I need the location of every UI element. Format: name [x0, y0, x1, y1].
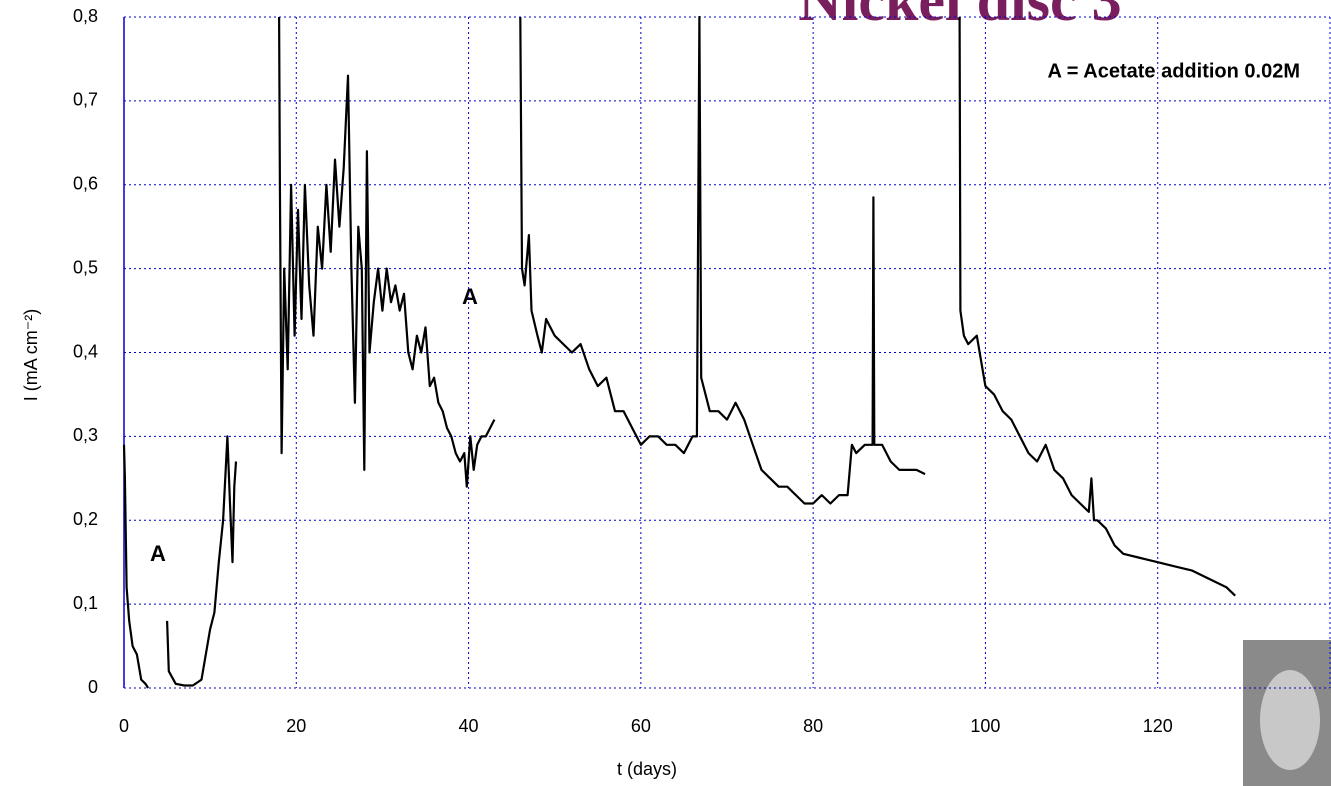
- y-tick-label: 0,2: [73, 509, 98, 529]
- annotation: A: [150, 541, 166, 566]
- x-tick-label: 40: [459, 716, 479, 736]
- y-tick-label: 0,7: [73, 90, 98, 110]
- y-tick-label: 0,3: [73, 425, 98, 445]
- annotation: A: [462, 284, 478, 309]
- y-tick-label: 0,8: [73, 6, 98, 26]
- photo-detail: [1260, 670, 1320, 770]
- x-tick-label: 60: [631, 716, 651, 736]
- y-tick-label: 0,1: [73, 593, 98, 613]
- x-tick-label: 100: [970, 716, 1000, 736]
- annotation: A = Acetate addition 0.02M: [1048, 60, 1300, 82]
- y-tick-label: 0: [88, 677, 98, 697]
- y-axis-label: I (mA cm⁻²): [21, 309, 41, 402]
- x-tick-label: 20: [286, 716, 306, 736]
- x-tick-label: 0: [119, 716, 129, 736]
- x-tick-label: 80: [803, 716, 823, 736]
- data-line: [122, 15, 1236, 689]
- x-tick-label: 120: [1143, 716, 1173, 736]
- y-tick-label: 0,6: [73, 174, 98, 194]
- y-tick-label: 0,5: [73, 257, 98, 277]
- y-tick-label: 0,4: [73, 341, 98, 361]
- x-axis-label: t (days): [617, 759, 677, 779]
